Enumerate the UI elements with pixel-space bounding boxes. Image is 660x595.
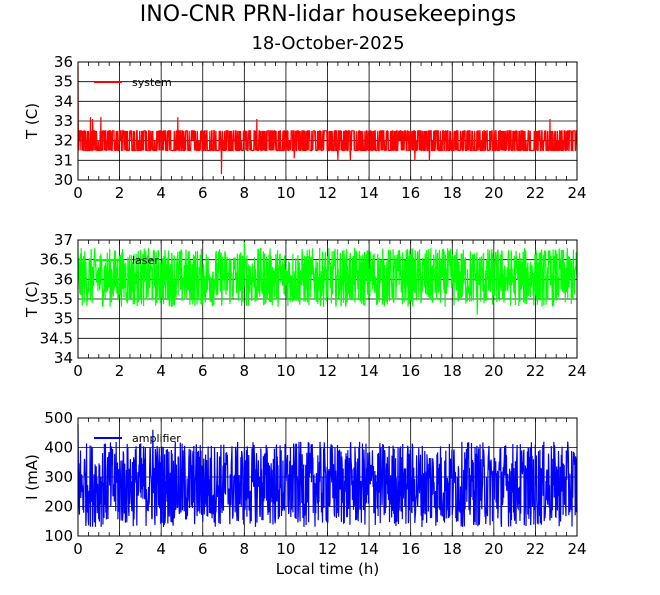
legend-label-laser: laser	[132, 254, 159, 267]
x-tick-label: 8	[240, 184, 250, 202]
y-tick-label: 35.5	[40, 290, 73, 308]
y-tick-label: 32	[54, 132, 73, 150]
series-laser	[77, 241, 578, 315]
x-tick-label: 12	[318, 184, 337, 202]
x-tick-label: 20	[484, 184, 503, 202]
x-tick-label: 20	[484, 540, 503, 558]
x-axis-label: Local time (h)	[276, 560, 380, 578]
x-tick-label: 14	[360, 362, 379, 380]
x-tick-label: 14	[360, 184, 379, 202]
x-tick-label: 24	[567, 184, 586, 202]
y-axis-label: T (C)	[23, 281, 41, 318]
y-tick-label: 400	[44, 439, 73, 457]
y-tick-label: 36	[54, 53, 73, 71]
x-tick-label: 8	[240, 540, 250, 558]
y-axis-label: I (mA)	[23, 454, 41, 500]
x-tick-label: 6	[198, 540, 208, 558]
y-tick-label: 34.5	[40, 329, 73, 347]
series-amplifier	[77, 423, 578, 528]
y-tick-label: 31	[54, 151, 73, 169]
x-tick-label: 22	[526, 184, 545, 202]
x-tick-label: 22	[526, 362, 545, 380]
x-tick-label: 24	[567, 362, 586, 380]
x-tick-label: 20	[484, 362, 503, 380]
y-tick-label: 300	[44, 468, 73, 486]
y-tick-label: 36.5	[40, 251, 73, 269]
x-tick-label: 10	[276, 362, 295, 380]
chart-title: INO-CNR PRN-lidar housekeepings	[140, 2, 516, 27]
x-tick-label: 16	[401, 184, 420, 202]
x-tick-label: 6	[198, 184, 208, 202]
legend-label-system: system	[132, 76, 172, 89]
y-tick-label: 36	[54, 270, 73, 288]
legend-label-amplifier: amplifier	[132, 432, 181, 445]
plot-frame	[77, 417, 578, 537]
x-tick-label: 6	[198, 362, 208, 380]
x-tick-label: 24	[567, 540, 586, 558]
x-tick-label: 18	[443, 362, 462, 380]
x-tick-label: 4	[156, 362, 166, 380]
x-tick-label: 14	[360, 540, 379, 558]
x-tick-label: 18	[443, 540, 462, 558]
x-tick-label: 10	[276, 540, 295, 558]
y-tick-label: 37	[54, 231, 73, 249]
y-axis-label: T (C)	[23, 103, 41, 140]
series-system	[77, 65, 577, 175]
y-tick-label: 100	[44, 527, 73, 545]
x-tick-label: 4	[156, 540, 166, 558]
x-tick-label: 0	[73, 540, 83, 558]
x-tick-label: 16	[401, 540, 420, 558]
y-tick-label: 200	[44, 498, 73, 516]
y-tick-label: 30	[54, 171, 73, 189]
x-tick-label: 18	[443, 184, 462, 202]
x-tick-label: 2	[115, 362, 125, 380]
x-tick-label: 0	[73, 362, 83, 380]
x-tick-label: 2	[115, 184, 125, 202]
x-tick-label: 8	[240, 362, 250, 380]
y-tick-label: 33	[54, 112, 73, 130]
x-tick-label: 0	[73, 184, 83, 202]
x-tick-label: 2	[115, 540, 125, 558]
x-tick-label: 12	[318, 540, 337, 558]
y-tick-label: 34	[54, 92, 73, 110]
plot-frame	[77, 239, 578, 359]
x-tick-label: 10	[276, 184, 295, 202]
y-tick-label: 34	[54, 349, 73, 367]
y-tick-label: 35	[54, 73, 73, 91]
x-tick-label: 22	[526, 540, 545, 558]
y-tick-label: 35	[54, 310, 73, 328]
plot-frame	[77, 61, 578, 181]
x-tick-label: 16	[401, 362, 420, 380]
y-tick-label: 500	[44, 409, 73, 427]
chart-subtitle: 18-October-2025	[251, 33, 404, 54]
x-tick-label: 12	[318, 362, 337, 380]
x-tick-label: 4	[156, 184, 166, 202]
